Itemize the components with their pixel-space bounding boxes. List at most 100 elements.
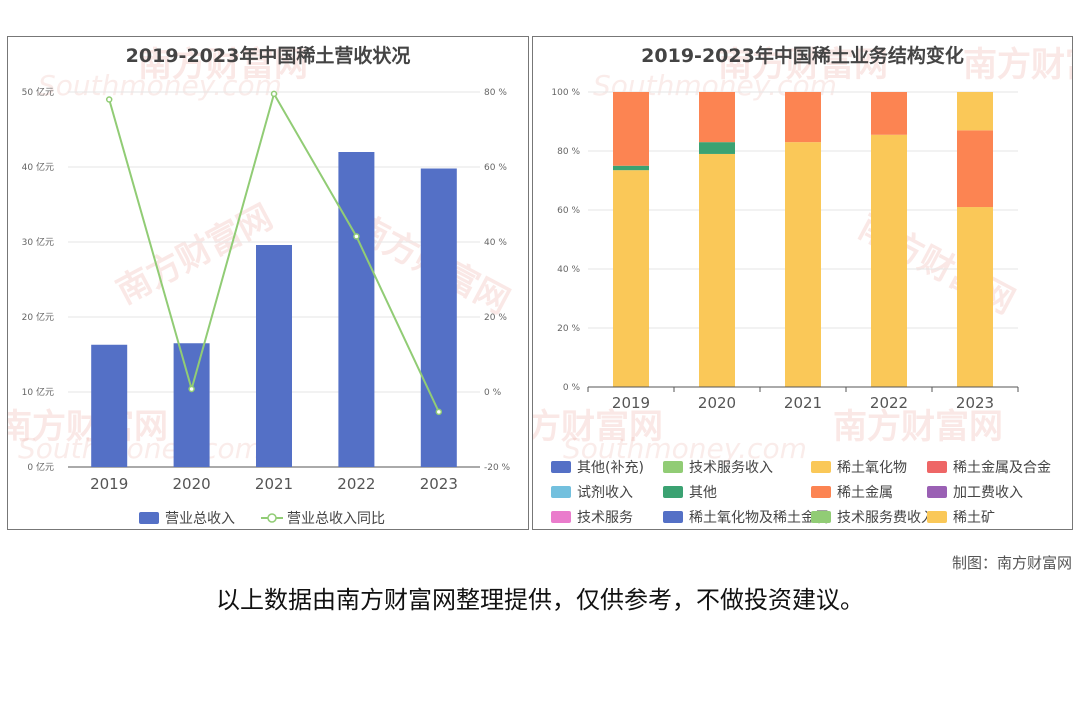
bar-revenue xyxy=(420,168,457,467)
bar-segment xyxy=(613,170,649,387)
legend-swatch xyxy=(663,486,683,498)
x-tick-label: 2021 xyxy=(255,475,293,493)
bar-revenue xyxy=(338,152,375,467)
y-tick-label: 50 亿元 xyxy=(22,86,54,98)
legend-swatch xyxy=(927,511,947,523)
legend-item[interactable]: 技术服务 xyxy=(551,507,633,527)
x-tick-label: 2020 xyxy=(173,475,211,493)
x-tick-label: 2019 xyxy=(612,394,650,412)
legend-label: 试剂收入 xyxy=(577,485,633,501)
legend-item[interactable]: 其他 xyxy=(663,482,717,502)
chart-title: 2019-2023年中国稀土营收状况 xyxy=(125,45,411,67)
bar-segment xyxy=(871,134,907,387)
y-tick-label: 20 % xyxy=(557,324,580,334)
bar-revenue xyxy=(91,344,128,467)
legend-label: 其他(补充) xyxy=(577,460,644,476)
legend-swatch xyxy=(551,486,571,498)
structure-legend: 其他(补充) 技术服务收入 稀土氧化物 稀土金属及合金试剂收入 其他 稀土金属 加工费收入技… xyxy=(551,457,1071,529)
legend-item-revenue[interactable]: 营业总收入 xyxy=(139,508,235,528)
legend-item[interactable]: 加工费收入 xyxy=(927,482,1023,502)
point-revenue-yoy xyxy=(353,233,360,240)
y-tick-label: 10 亿元 xyxy=(22,386,54,398)
bar-segment xyxy=(699,92,735,143)
disclaimer-text: 以上数据由南方财富网整理提供，仅供参考，不做投资建议。 xyxy=(216,586,864,614)
bar-segment xyxy=(957,207,993,387)
legend-label: 稀土金属 xyxy=(837,485,893,501)
bar-segment xyxy=(699,142,735,154)
x-tick-label: 2023 xyxy=(420,475,458,493)
bar-segment xyxy=(613,92,649,166)
revenue-plot: 0 亿元 10 亿元 20 亿元 30 亿元 40 亿元 50 亿元 -20 % 0 % 20 … xyxy=(22,86,511,493)
legend-label: 稀土氧化物及稀土金属 xyxy=(689,510,829,526)
legend-line-icon xyxy=(261,513,283,523)
legend-item-revenue-yoy[interactable]: 营业总收入同比 xyxy=(261,508,385,528)
legend-item[interactable]: 稀土氧化物及稀土金属 xyxy=(663,507,829,527)
x-tick-label: 2022 xyxy=(337,475,375,493)
bar-segment xyxy=(871,92,907,135)
y2-tick-label: 80 % xyxy=(484,88,507,98)
point-revenue-yoy xyxy=(270,90,278,98)
legend-item[interactable]: 稀土金属及合金 xyxy=(927,457,1051,477)
structure-chart-panel: 南方财富网 Southmoney.com 南方财富网 南方财富网 Southmo… xyxy=(532,36,1073,530)
legend-swatch xyxy=(663,461,683,473)
legend-item[interactable]: 技术服务费收入 xyxy=(811,507,935,527)
legend-swatch xyxy=(811,511,831,523)
y-tick-label: 0 亿元 xyxy=(27,461,54,473)
y-tick-label: 20 亿元 xyxy=(22,311,54,323)
revenue-chart-panel: 南方财富网 Southmoney.com 南方财富网 Southmoney.co… xyxy=(7,36,529,530)
y-tick-label: 0 % xyxy=(563,383,581,393)
x-tick-label: 2023 xyxy=(956,394,994,412)
legend-label: 其他 xyxy=(689,485,717,501)
legend-swatch xyxy=(927,461,947,473)
legend-label: 营业总收入同比 xyxy=(287,511,385,527)
legend-item[interactable]: 稀土矿 xyxy=(927,507,995,527)
legend-label: 营业总收入 xyxy=(165,511,235,527)
point-revenue-yoy xyxy=(105,96,113,103)
legend-item[interactable]: 其他(补充) xyxy=(551,457,644,477)
y-tick-label: 30 亿元 xyxy=(22,236,54,248)
legend-swatch xyxy=(139,512,159,524)
legend-label: 技术服务收入 xyxy=(689,460,773,476)
chart-title: 2019-2023年中国稀土业务结构变化 xyxy=(641,45,964,67)
bar-segment xyxy=(785,142,821,387)
point-revenue-yoy xyxy=(188,385,195,393)
y-tick-label: 40 % xyxy=(557,265,580,275)
legend-item[interactable]: 稀土金属 xyxy=(811,482,893,502)
legend-item[interactable]: 稀土氧化物 xyxy=(811,457,907,477)
legend-label: 技术服务费收入 xyxy=(837,510,935,526)
bar-revenue xyxy=(256,245,292,467)
y2-tick-label: 0 % xyxy=(484,388,502,398)
legend-swatch xyxy=(663,511,683,523)
legend-swatch xyxy=(811,486,831,498)
y2-tick-label: 20 % xyxy=(484,313,507,323)
bar-segment xyxy=(699,153,735,387)
legend-item[interactable]: 技术服务收入 xyxy=(663,457,773,477)
y-tick-label: 80 % xyxy=(557,147,580,157)
point-revenue-yoy xyxy=(435,408,443,416)
legend-label: 稀土矿 xyxy=(953,510,995,526)
legend-swatch xyxy=(551,511,571,523)
bar-segment xyxy=(957,130,993,208)
x-tick-label: 2019 xyxy=(90,475,128,493)
bar-segment xyxy=(613,165,649,171)
credit-text: 制图：南方财富网 xyxy=(951,554,1072,572)
structure-plot: 0 % 20 % 40 % 60 % 80 % 100 % 2019 2020 2021 2022… xyxy=(551,88,1019,412)
y-tick-label: 40 亿元 xyxy=(22,161,54,173)
legend-label: 加工费收入 xyxy=(953,485,1023,501)
legend-label: 稀土金属及合金 xyxy=(953,460,1051,476)
bar-segment xyxy=(957,92,993,131)
y2-tick-label: -20 % xyxy=(484,463,511,473)
legend-item[interactable]: 试剂收入 xyxy=(551,482,633,502)
x-tick-label: 2020 xyxy=(698,394,736,412)
legend-swatch xyxy=(811,461,831,473)
y2-tick-label: 40 % xyxy=(484,238,507,248)
x-tick-label: 2022 xyxy=(870,394,908,412)
y-tick-label: 100 % xyxy=(551,88,580,98)
legend-swatch xyxy=(551,461,571,473)
legend-label: 技术服务 xyxy=(577,510,633,526)
legend-swatch xyxy=(927,486,947,498)
y2-tick-label: 60 % xyxy=(484,163,507,173)
bar-revenue xyxy=(173,343,210,467)
x-tick-label: 2021 xyxy=(784,394,822,412)
y-tick-label: 60 % xyxy=(557,206,580,216)
